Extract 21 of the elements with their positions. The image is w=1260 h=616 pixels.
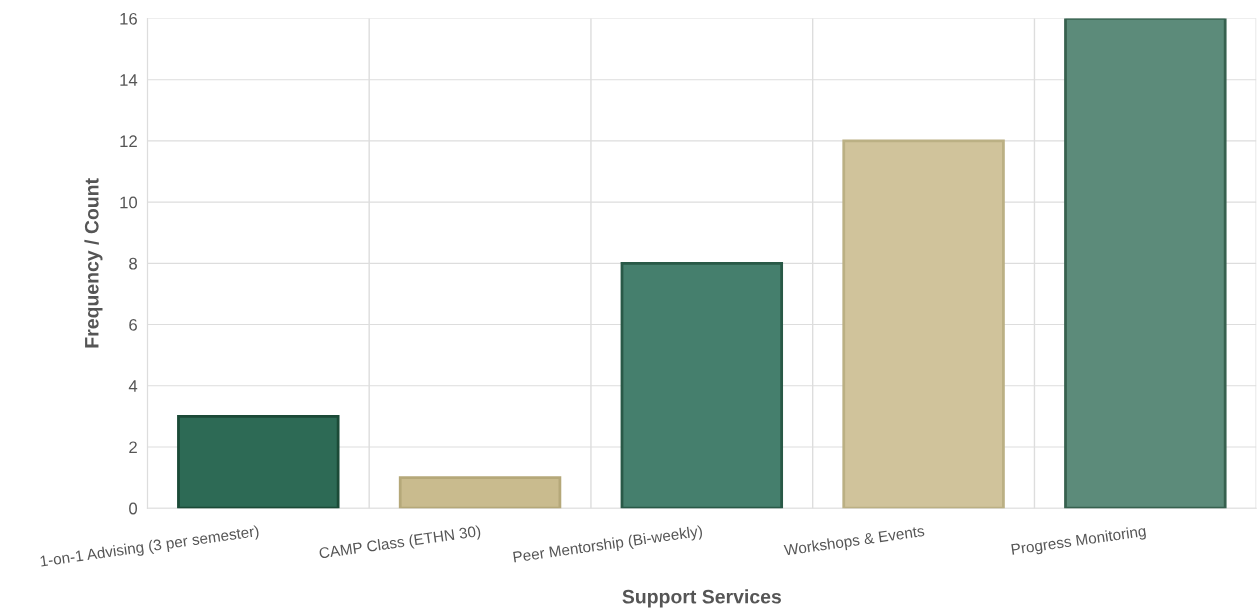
y-axis-title: Frequency / Count: [84, 178, 103, 348]
bar: [398, 476, 562, 509]
x-tick-label: CAMP Class (ETHN 30): [318, 525, 482, 562]
x-tick-label: Peer Mentorship (Bi-weekly): [513, 525, 703, 566]
y-tick-label: 6: [129, 318, 137, 331]
bar: [177, 414, 340, 509]
y-tick-label: 8: [129, 257, 137, 270]
bar: [620, 261, 784, 509]
y-tick-label: 4: [128, 380, 138, 392]
x-tick-label: Progress Monitoring: [1011, 525, 1147, 558]
x-axis-title: Support Services: [622, 589, 781, 608]
bar: [842, 139, 1005, 509]
y-tick-label: 14: [120, 74, 138, 86]
y-tick-label: 16: [120, 12, 137, 25]
y-tick-label: 2: [129, 441, 137, 454]
x-tick-label: 1-on-1 Advising (3 per semester): [40, 525, 260, 570]
y-tick-label: 10: [120, 196, 138, 209]
y-tick-label: 0: [129, 502, 138, 515]
bar: [1064, 18, 1227, 509]
y-tick-label: 12: [120, 135, 137, 147]
x-tick-label: Workshops & Events: [783, 524, 926, 559]
